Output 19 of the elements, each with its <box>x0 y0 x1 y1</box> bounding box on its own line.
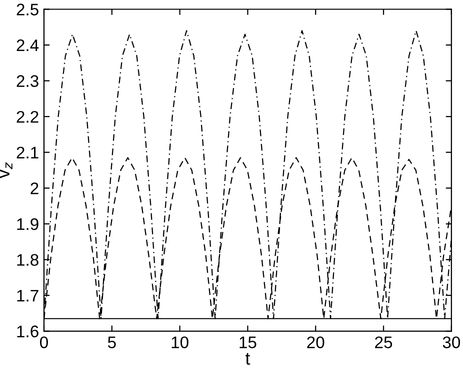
y-tick-label: 2.2 <box>16 110 38 123</box>
x-tick-label: 0 <box>40 336 48 348</box>
y-tick-label: 2.3 <box>16 75 38 87</box>
y-tick-label: 2 <box>30 182 38 194</box>
x-axis-title: t <box>245 352 250 365</box>
y-tick-label: 1.6 <box>17 326 38 338</box>
y-tick-label: 1.9 <box>17 218 38 230</box>
y-tick-label: 1.7 <box>17 290 38 302</box>
y-axis-title: v$_{z}$ <box>0 162 12 178</box>
x-tick-label: 25 <box>375 336 392 348</box>
x-tick-label: 30 <box>442 336 460 348</box>
y-tick-label: 2.4 <box>16 39 39 52</box>
x-tick-label: 15 <box>240 336 256 348</box>
y-tick-label: 1.8 <box>17 254 38 266</box>
y-tick-label: 2.1 <box>16 146 38 158</box>
x-tick-label: 10 <box>172 336 188 348</box>
x-tick-label: 5 <box>108 336 116 348</box>
y-tick-label: 2.5 <box>16 4 38 16</box>
x-tick-label: 20 <box>307 336 324 348</box>
